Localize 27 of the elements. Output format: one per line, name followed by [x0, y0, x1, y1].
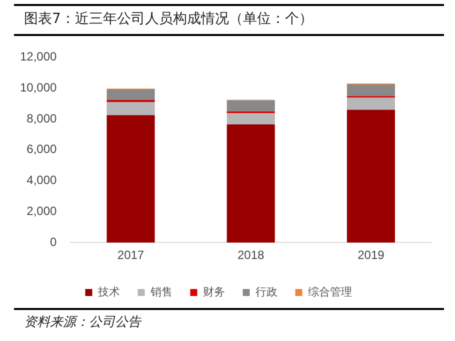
text: 资料来源：公司公告: [14, 308, 444, 331]
legend-label: 技术: [96, 286, 120, 299]
legend-label: 综合管理: [308, 286, 352, 299]
bar: [226, 100, 275, 112]
bar: [346, 84, 395, 96]
chart-title: 图表7：近三年公司人员构成情况（单位：个）: [14, 4, 444, 36]
bar: [106, 115, 155, 243]
legend-label: 销售: [149, 286, 172, 299]
y-tick-label: 4,000: [26, 173, 58, 188]
bar: [346, 98, 395, 110]
bar: [106, 100, 155, 102]
y-tick-label: 6,000: [26, 142, 58, 156]
x-tick-label: 2019: [358, 248, 385, 262]
y-tick-label: 10,000: [20, 80, 58, 94]
legend-label: 行政: [255, 286, 278, 299]
bar: [106, 89, 155, 100]
x-tick-label: 2017: [117, 248, 144, 262]
y-tick-label: 8,000: [26, 111, 58, 126]
y-tick-label: 2,000: [26, 204, 58, 218]
x-tick-label: 2018: [238, 248, 265, 262]
y-tick-label: 0: [50, 234, 58, 249]
bar: [226, 113, 275, 124]
bar: [226, 124, 275, 243]
legend-label: 财务: [202, 286, 225, 299]
y-tick-label: 12,000: [20, 50, 58, 64]
bar: [346, 110, 395, 243]
bar: [106, 102, 155, 116]
